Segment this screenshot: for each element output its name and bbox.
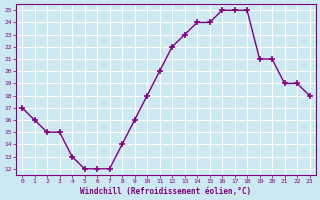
X-axis label: Windchill (Refroidissement éolien,°C): Windchill (Refroidissement éolien,°C) — [80, 187, 252, 196]
